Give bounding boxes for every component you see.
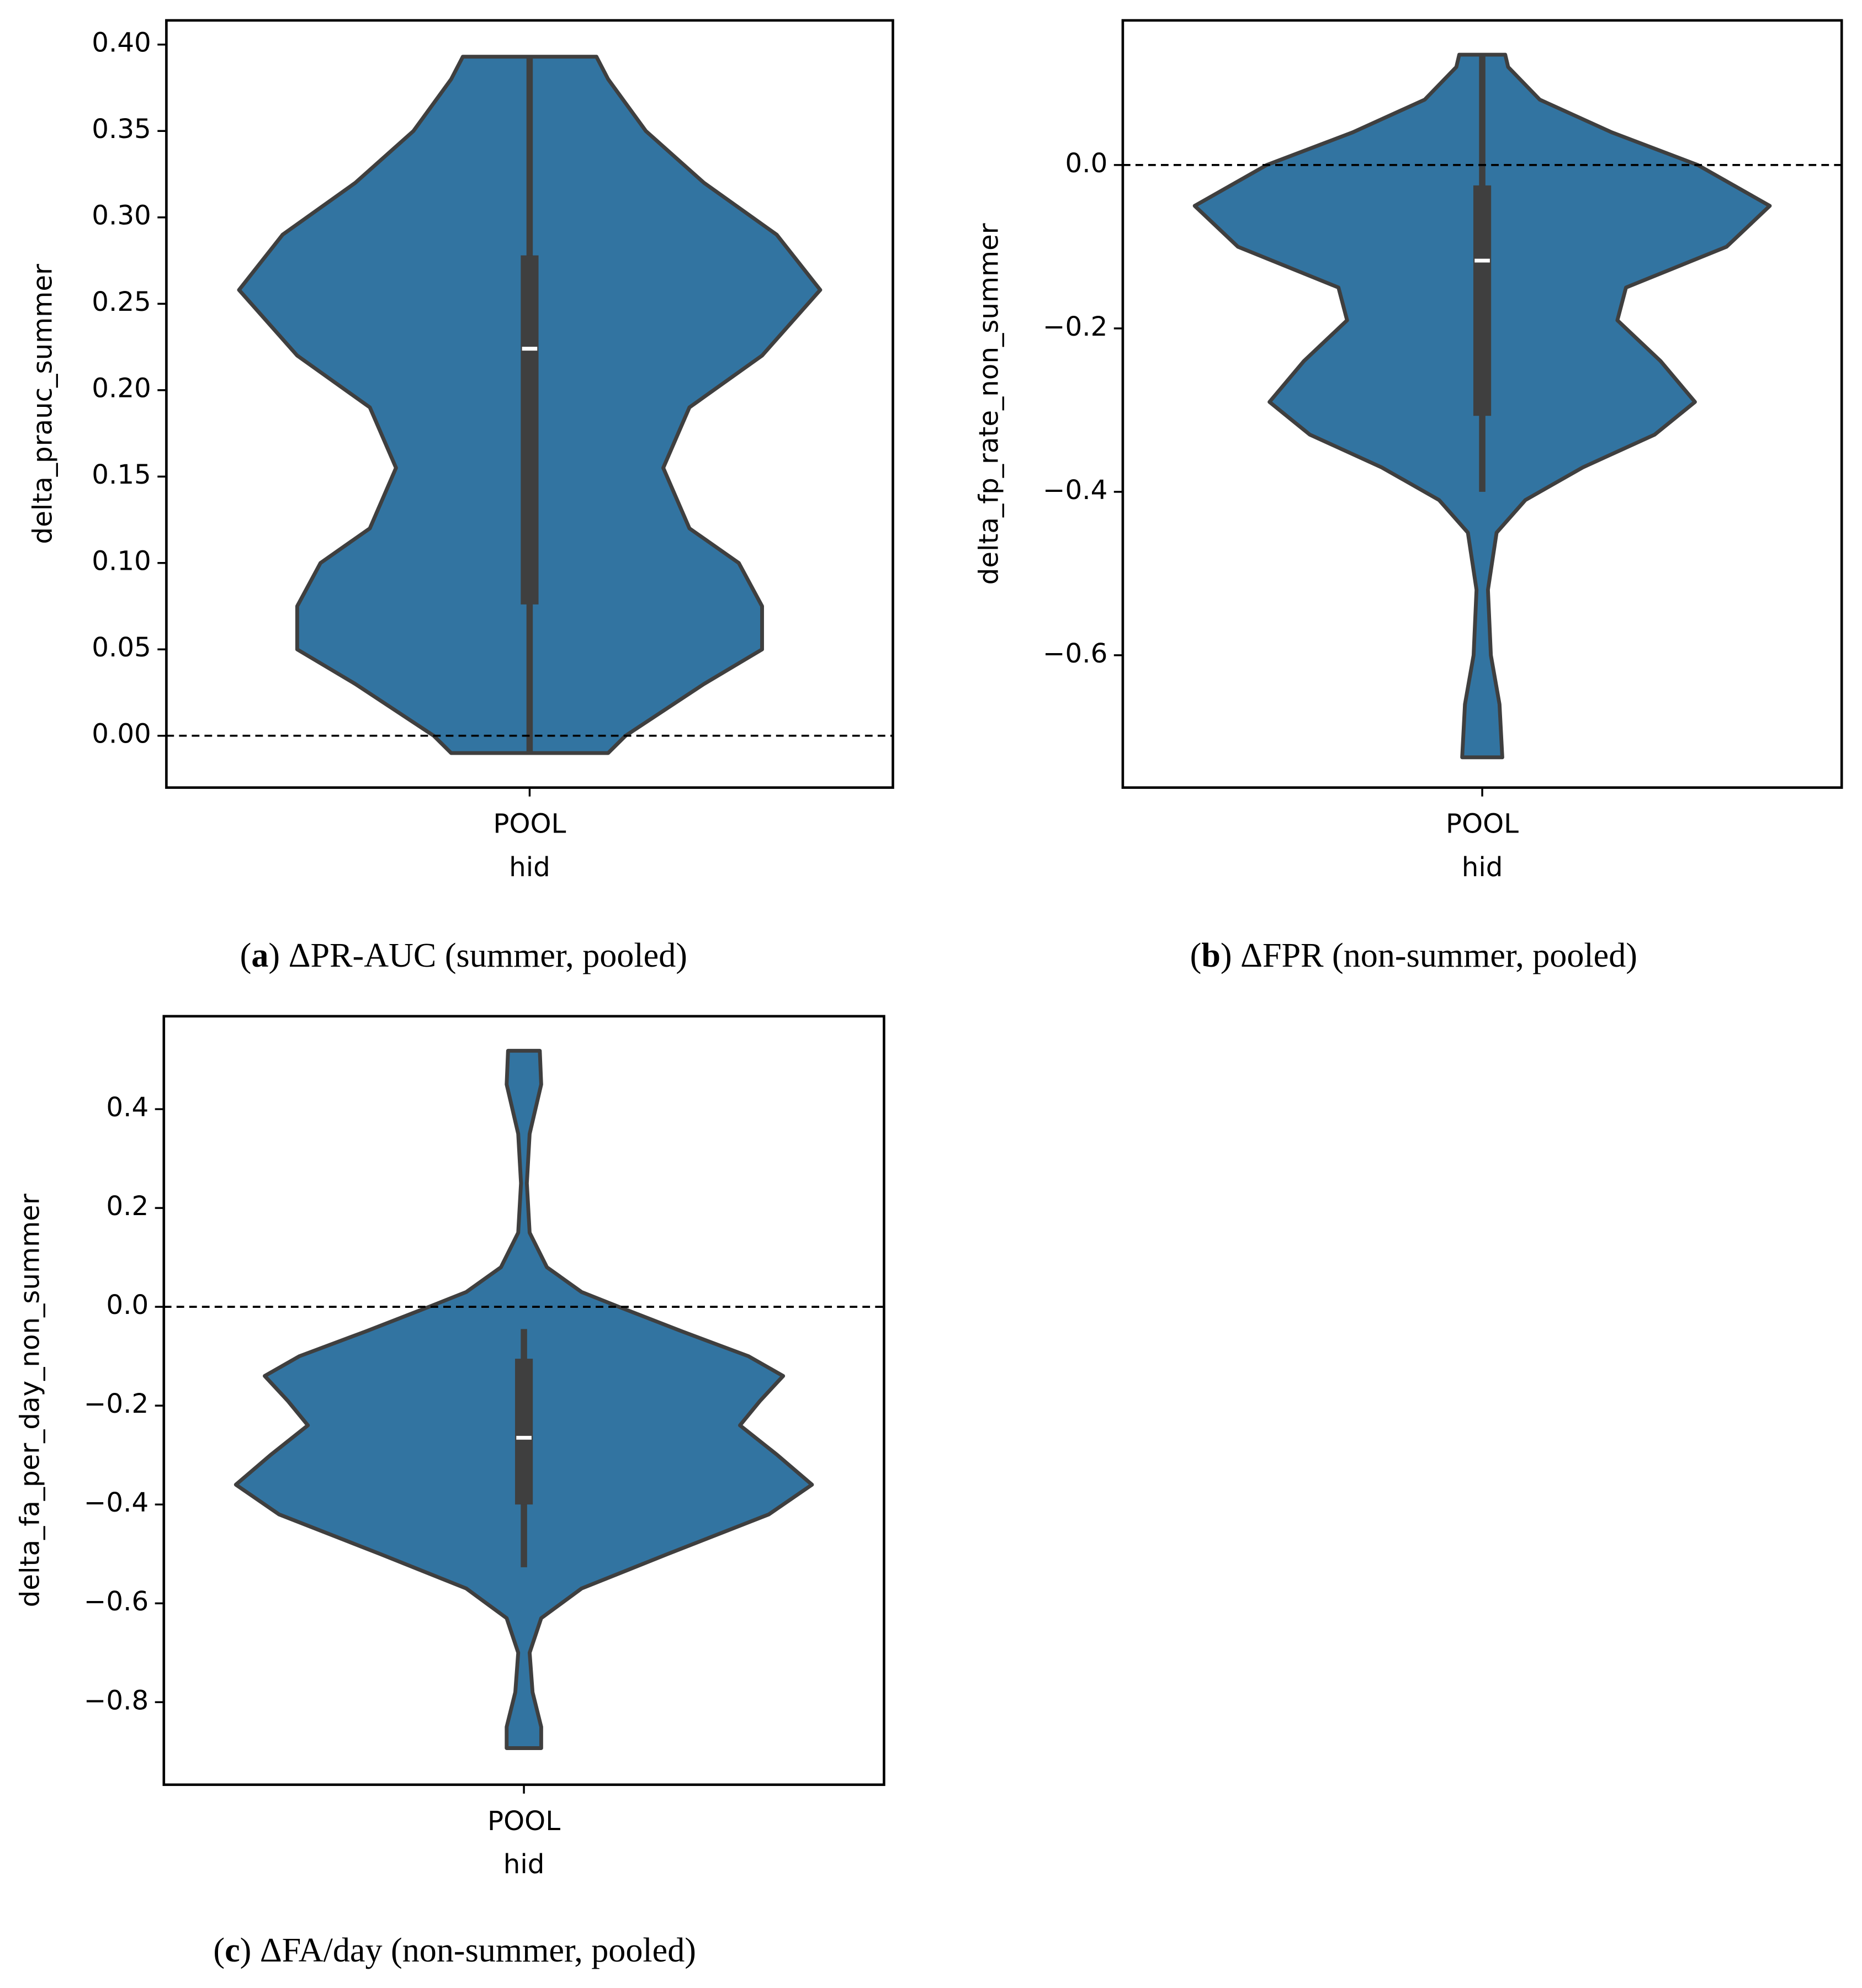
y-tick-label: 0.20: [92, 373, 151, 404]
y-tick-label: −0.6: [1043, 638, 1107, 669]
y-tick-label: −0.8: [84, 1685, 148, 1716]
caption-part: ) ΔFPR (non-summer, pooled): [1221, 937, 1637, 974]
caption-part: (: [1190, 937, 1202, 974]
y-tick-label: 0.05: [92, 632, 151, 663]
y-tick-label: −0.4: [84, 1487, 148, 1518]
x-axis-label: hid: [503, 1849, 545, 1880]
y-tick-label: −0.2: [1043, 311, 1107, 342]
y-tick-label: 0.25: [92, 287, 151, 317]
x-tick-label: POOL: [493, 809, 566, 840]
y-tick-label: 0.2: [106, 1191, 148, 1222]
y-axis-label: delta_fp_rate_non_summer: [974, 223, 1005, 585]
caption-part: b: [1201, 937, 1221, 974]
y-tick-label: 0.15: [92, 459, 151, 490]
x-axis-label: hid: [1462, 852, 1503, 883]
box: [514, 1359, 533, 1505]
y-tick-label: 0.00: [92, 719, 151, 750]
y-tick-label: −0.4: [1043, 475, 1107, 506]
caption-part: ) ΔPR-AUC (summer, pooled): [268, 937, 687, 974]
box: [1473, 185, 1492, 416]
y-tick-label: 0.10: [92, 546, 151, 577]
x-tick-label: POOL: [1446, 809, 1519, 840]
caption-part: a: [251, 937, 268, 974]
y-axis-label: delta_prauc_summer: [28, 264, 59, 544]
y-tick-label: 0.4: [106, 1092, 148, 1123]
y-tick-label: 0.0: [106, 1290, 148, 1321]
caption: (b) ΔFPR (non-summer, pooled): [1190, 937, 1637, 974]
y-tick-label: 0.40: [92, 28, 151, 59]
caption: (a) ΔPR-AUC (summer, pooled): [240, 937, 687, 974]
y-tick-label: 0.30: [92, 200, 151, 231]
y-tick-label: 0.0: [1065, 148, 1108, 179]
caption-part: ) ΔFA/day (non-summer, pooled): [240, 1932, 696, 1969]
y-tick-label: 0.35: [92, 114, 151, 145]
y-tick-label: −0.6: [84, 1586, 148, 1617]
y-tick-label: −0.2: [84, 1388, 148, 1419]
caption-part: c: [225, 1932, 240, 1969]
box: [521, 255, 539, 605]
x-tick-label: POOL: [487, 1806, 560, 1837]
caption: (c) ΔFA/day (non-summer, pooled): [213, 1932, 696, 1969]
caption-part: (: [240, 937, 252, 974]
caption-part: (: [213, 1932, 225, 1969]
y-axis-label: delta_fa_per_day_non_summer: [15, 1194, 46, 1607]
x-axis-label: hid: [509, 852, 550, 883]
